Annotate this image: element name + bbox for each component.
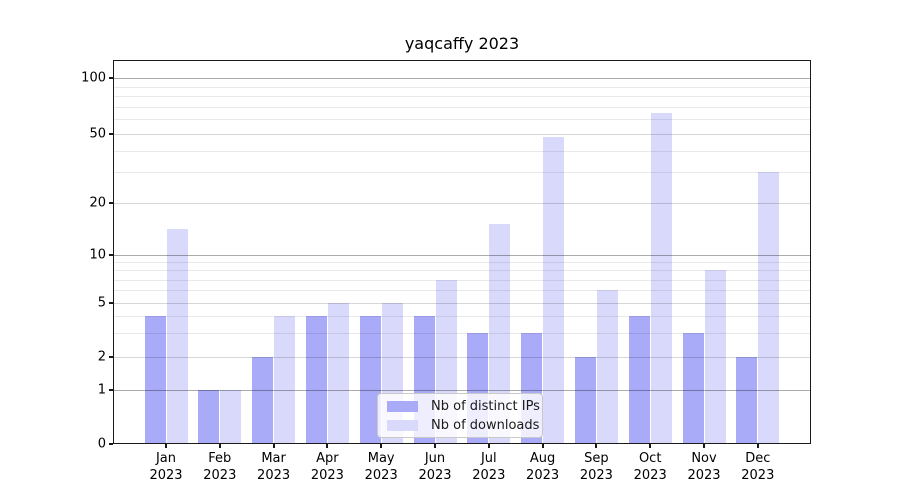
- y-tick-mark: [109, 302, 113, 305]
- legend-entry-downloads: Nb of downloads: [387, 418, 542, 433]
- x-tick-mark: [649, 444, 652, 448]
- x-tick-mark: [272, 444, 275, 448]
- gridline-minor: [113, 270, 811, 272]
- gridline-major: [113, 78, 811, 80]
- y-tick-label: 1: [97, 382, 106, 398]
- bar-downloads-mar: [274, 316, 296, 444]
- gridline-minor: [113, 290, 811, 292]
- y-tick-label: 2: [97, 349, 106, 365]
- x-tick-mark: [595, 444, 598, 448]
- gridline-minor: [113, 333, 811, 335]
- y-tick-mark: [109, 443, 113, 445]
- bar-downloads-oct: [650, 112, 672, 444]
- bar-distinct-ips-jan: [144, 316, 166, 444]
- bar-distinct-ips-mar: [252, 357, 274, 444]
- x-tick-label: Mar 2023: [257, 451, 291, 483]
- x-tick-label: Jul 2023: [472, 451, 506, 483]
- bar-distinct-ips-sep: [574, 357, 596, 444]
- y-tick-mark: [109, 132, 113, 135]
- gridline-major: [113, 254, 811, 256]
- bar-distinct-ips-may: [359, 316, 381, 444]
- bar-downloads-nov: [704, 270, 726, 444]
- legend-entry-distinct-ips: Nb of distinct IPs: [387, 399, 542, 414]
- x-tick-mark: [487, 444, 490, 448]
- gridline-major: [113, 303, 811, 305]
- bar-distinct-ips-feb: [198, 390, 220, 444]
- y-tick-label: 50: [89, 126, 106, 142]
- gridline-minor: [113, 106, 811, 108]
- legend-label-distinct-ips: Nb of distinct IPs: [431, 398, 540, 414]
- gridline-major: [113, 390, 811, 392]
- gridline-minor: [113, 172, 811, 174]
- y-tick-label: 0: [97, 436, 106, 452]
- gridline-minor: [113, 316, 811, 318]
- x-tick-mark: [434, 444, 436, 448]
- gridline-major: [113, 357, 811, 359]
- x-tick-label: Aug 2023: [526, 451, 560, 483]
- x-tick-mark: [165, 444, 167, 448]
- x-tick-mark: [756, 444, 759, 448]
- legend-swatch-downloads: [387, 419, 418, 431]
- x-tick-mark: [326, 444, 329, 448]
- bar-downloads-apr: [327, 303, 349, 444]
- bar-downloads-jan: [166, 229, 188, 444]
- bar-downloads-jul: [489, 224, 511, 444]
- x-tick-label: Dec 2023: [741, 451, 775, 483]
- plot-area: [113, 60, 811, 444]
- gridline-minor: [113, 279, 811, 281]
- y-tick-label: 10: [89, 247, 106, 263]
- legend-label-downloads: Nb of downloads: [431, 417, 540, 433]
- chart-title: yaqcaffy 2023: [404, 34, 520, 53]
- y-tick-mark: [109, 77, 113, 80]
- legend: Nb of distinct IPs Nb of downloads: [377, 393, 543, 438]
- x-tick-mark: [703, 444, 705, 448]
- bar-downloads-feb: [220, 390, 242, 444]
- y-tick-mark: [109, 253, 113, 256]
- gridline-major: [113, 202, 811, 204]
- x-tick-label: Jan 2023: [149, 451, 183, 483]
- x-tick-label: Jun 2023: [418, 451, 452, 483]
- x-tick-mark: [218, 444, 221, 448]
- bar-distinct-ips-nov: [682, 333, 704, 444]
- gridline-minor: [113, 150, 811, 152]
- x-tick-label: Oct 2023: [633, 451, 667, 483]
- bar-distinct-ips-oct: [628, 316, 650, 444]
- x-tick-label: Sep 2023: [579, 451, 613, 483]
- bar-downloads-aug: [543, 136, 565, 444]
- y-tick-label: 100: [81, 70, 106, 86]
- bar-downloads-sep: [596, 290, 618, 444]
- gridline-minor: [113, 262, 811, 264]
- gridline-minor: [113, 96, 811, 98]
- gridline-minor: [113, 86, 811, 88]
- x-tick-label: Apr 2023: [310, 451, 344, 483]
- y-tick-mark: [109, 201, 113, 204]
- x-tick-mark: [380, 444, 383, 448]
- bar-distinct-ips-apr: [305, 316, 327, 444]
- legend-swatch-distinct-ips: [387, 400, 418, 412]
- x-tick-label: Feb 2023: [203, 451, 237, 483]
- bar-distinct-ips-dec: [736, 357, 758, 444]
- y-tick-label: 5: [97, 295, 106, 311]
- bar-downloads-dec: [758, 172, 780, 444]
- gridline-minor: [113, 119, 811, 121]
- x-tick-label: Nov 2023: [687, 451, 721, 483]
- y-tick-label: 20: [89, 195, 106, 211]
- x-tick-label: May 2023: [364, 451, 398, 483]
- y-tick-mark: [109, 389, 113, 392]
- y-tick-mark: [109, 356, 113, 359]
- gridline-major: [113, 133, 811, 135]
- x-tick-mark: [541, 444, 544, 448]
